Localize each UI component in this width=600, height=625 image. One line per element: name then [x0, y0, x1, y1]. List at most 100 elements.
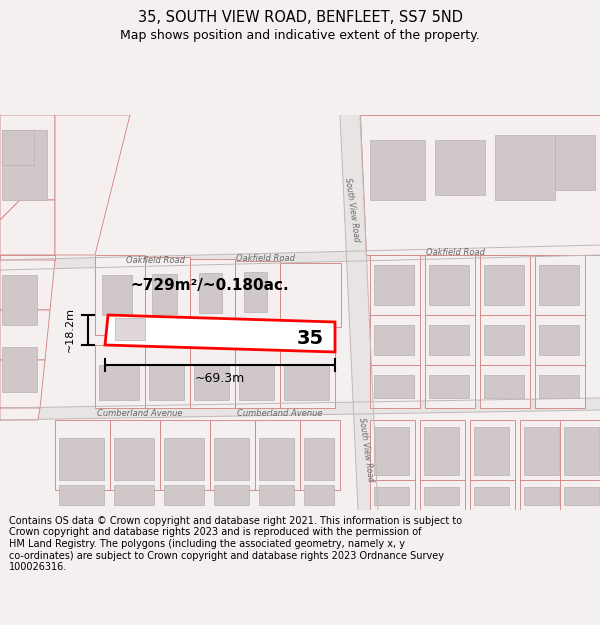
Polygon shape	[55, 420, 110, 490]
Polygon shape	[0, 255, 55, 260]
Bar	[539, 265, 579, 305]
Bar	[429, 375, 469, 398]
Polygon shape	[560, 420, 600, 480]
Polygon shape	[0, 360, 45, 408]
Polygon shape	[470, 480, 515, 510]
Polygon shape	[0, 245, 600, 270]
Polygon shape	[370, 315, 420, 365]
Text: Cumberland Avenue: Cumberland Avenue	[237, 409, 323, 418]
Polygon shape	[190, 347, 235, 408]
Bar	[59, 438, 104, 480]
Polygon shape	[95, 345, 145, 408]
Bar	[484, 265, 524, 305]
Text: South View Road: South View Road	[343, 177, 361, 242]
Bar	[429, 325, 469, 355]
Bar	[152, 274, 177, 314]
Bar	[524, 487, 559, 505]
Bar	[424, 487, 459, 505]
Bar	[99, 365, 139, 400]
Text: Oakfield Road: Oakfield Road	[235, 254, 295, 262]
Bar	[115, 318, 145, 340]
Polygon shape	[520, 480, 565, 510]
Polygon shape	[190, 259, 235, 331]
Text: Map shows position and indicative extent of the property.: Map shows position and indicative extent…	[120, 29, 480, 41]
Text: South View Road: South View Road	[357, 418, 375, 482]
Bar	[524, 427, 559, 475]
Text: Cumberland Avenue: Cumberland Avenue	[97, 409, 183, 419]
Bar	[194, 365, 229, 400]
Bar	[2, 347, 37, 392]
Bar	[102, 275, 132, 315]
Bar	[370, 140, 425, 200]
Bar	[555, 135, 595, 190]
Polygon shape	[360, 115, 600, 255]
Bar	[484, 325, 524, 355]
Bar	[244, 272, 267, 312]
Bar	[239, 365, 274, 400]
Bar	[539, 375, 579, 398]
Polygon shape	[370, 480, 415, 510]
Text: Oakfield Road: Oakfield Road	[425, 248, 485, 256]
Bar	[304, 438, 334, 480]
Bar	[149, 365, 184, 400]
Polygon shape	[55, 115, 130, 255]
Polygon shape	[480, 365, 530, 408]
Text: 35: 35	[296, 329, 323, 348]
Polygon shape	[470, 420, 515, 480]
Bar	[474, 487, 509, 505]
Bar	[495, 135, 555, 200]
Polygon shape	[0, 310, 50, 360]
Polygon shape	[480, 255, 530, 315]
Bar	[59, 485, 104, 505]
Polygon shape	[535, 315, 585, 365]
Polygon shape	[420, 480, 465, 510]
Polygon shape	[160, 420, 210, 490]
Polygon shape	[280, 263, 341, 327]
Bar	[435, 140, 485, 195]
Polygon shape	[535, 255, 585, 315]
Polygon shape	[0, 398, 600, 420]
Text: ~729m²/~0.180ac.: ~729m²/~0.180ac.	[131, 278, 289, 292]
Polygon shape	[340, 115, 378, 510]
Polygon shape	[535, 365, 585, 408]
Text: Oakfield Road: Oakfield Road	[125, 256, 185, 264]
Polygon shape	[0, 408, 40, 420]
Text: ~69.3m: ~69.3m	[195, 371, 245, 384]
Polygon shape	[370, 365, 420, 408]
Bar	[374, 487, 409, 505]
Polygon shape	[255, 420, 300, 490]
Polygon shape	[425, 315, 475, 365]
Bar	[2, 275, 37, 325]
Polygon shape	[0, 200, 55, 255]
Bar	[114, 438, 154, 480]
Polygon shape	[370, 255, 420, 315]
Bar	[539, 325, 579, 355]
Bar	[214, 485, 249, 505]
Bar	[199, 273, 222, 313]
Polygon shape	[145, 257, 190, 333]
Bar	[284, 365, 329, 400]
Bar	[114, 485, 154, 505]
Polygon shape	[95, 255, 145, 335]
Bar	[164, 485, 204, 505]
Polygon shape	[425, 255, 475, 315]
Bar	[2, 130, 47, 200]
Polygon shape	[0, 260, 55, 310]
Bar	[564, 427, 599, 475]
Bar	[164, 438, 204, 480]
Bar	[304, 485, 334, 505]
Bar	[2, 130, 34, 165]
Polygon shape	[300, 420, 340, 490]
Bar	[259, 438, 294, 480]
Polygon shape	[520, 420, 565, 480]
Polygon shape	[110, 420, 160, 490]
Polygon shape	[145, 346, 190, 408]
Polygon shape	[280, 349, 335, 408]
Bar	[374, 427, 409, 475]
Polygon shape	[420, 420, 465, 480]
Bar	[374, 265, 414, 305]
Bar	[259, 485, 294, 505]
Bar	[214, 438, 249, 480]
Polygon shape	[560, 480, 600, 510]
Text: ~18.2m: ~18.2m	[65, 308, 75, 352]
